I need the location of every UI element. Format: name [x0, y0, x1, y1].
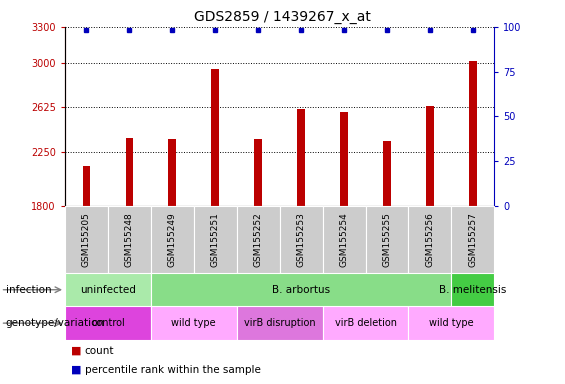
- Text: GSM155255: GSM155255: [383, 212, 392, 267]
- Text: uninfected: uninfected: [80, 285, 136, 295]
- Bar: [151, 273, 451, 306]
- Text: GSM155254: GSM155254: [340, 212, 349, 267]
- Text: infection: infection: [6, 285, 51, 295]
- Bar: [168, 139, 176, 206]
- Bar: [237, 206, 280, 273]
- Bar: [323, 206, 366, 273]
- Bar: [65, 306, 151, 340]
- Text: B. arbortus: B. arbortus: [272, 285, 330, 295]
- Text: GDS2859 / 1439267_x_at: GDS2859 / 1439267_x_at: [194, 10, 371, 23]
- Text: count: count: [85, 346, 114, 356]
- Bar: [408, 306, 494, 340]
- Bar: [254, 139, 262, 206]
- Text: GSM155248: GSM155248: [125, 212, 134, 267]
- Text: virB disruption: virB disruption: [244, 318, 315, 328]
- Text: GSM155251: GSM155251: [211, 212, 220, 267]
- Bar: [151, 206, 194, 273]
- Text: wild type: wild type: [429, 318, 473, 328]
- Bar: [194, 206, 237, 273]
- Bar: [451, 206, 494, 273]
- Bar: [366, 206, 408, 273]
- Text: GSM155253: GSM155253: [297, 212, 306, 267]
- Text: genotype/variation: genotype/variation: [6, 318, 105, 328]
- Bar: [237, 306, 323, 340]
- Text: wild type: wild type: [172, 318, 216, 328]
- Bar: [451, 273, 494, 306]
- Bar: [211, 69, 219, 206]
- Bar: [383, 141, 391, 206]
- Text: percentile rank within the sample: percentile rank within the sample: [85, 365, 260, 375]
- Text: control: control: [91, 318, 125, 328]
- Bar: [151, 306, 237, 340]
- Bar: [65, 273, 151, 306]
- Text: ■: ■: [71, 346, 81, 356]
- Bar: [108, 206, 151, 273]
- Bar: [65, 206, 108, 273]
- Text: GSM155252: GSM155252: [254, 212, 263, 267]
- Text: GSM155256: GSM155256: [425, 212, 434, 267]
- Bar: [280, 206, 323, 273]
- Bar: [408, 206, 451, 273]
- Text: ■: ■: [71, 365, 81, 375]
- Bar: [297, 109, 305, 206]
- Text: GSM155205: GSM155205: [82, 212, 91, 267]
- Bar: [469, 61, 477, 206]
- Bar: [426, 106, 434, 206]
- Bar: [323, 306, 408, 340]
- Text: B. melitensis: B. melitensis: [439, 285, 507, 295]
- Text: GSM155249: GSM155249: [168, 212, 177, 267]
- Text: virB deletion: virB deletion: [334, 318, 397, 328]
- Text: GSM155257: GSM155257: [468, 212, 477, 267]
- Bar: [82, 166, 90, 206]
- Bar: [125, 138, 133, 206]
- Bar: [340, 112, 348, 206]
